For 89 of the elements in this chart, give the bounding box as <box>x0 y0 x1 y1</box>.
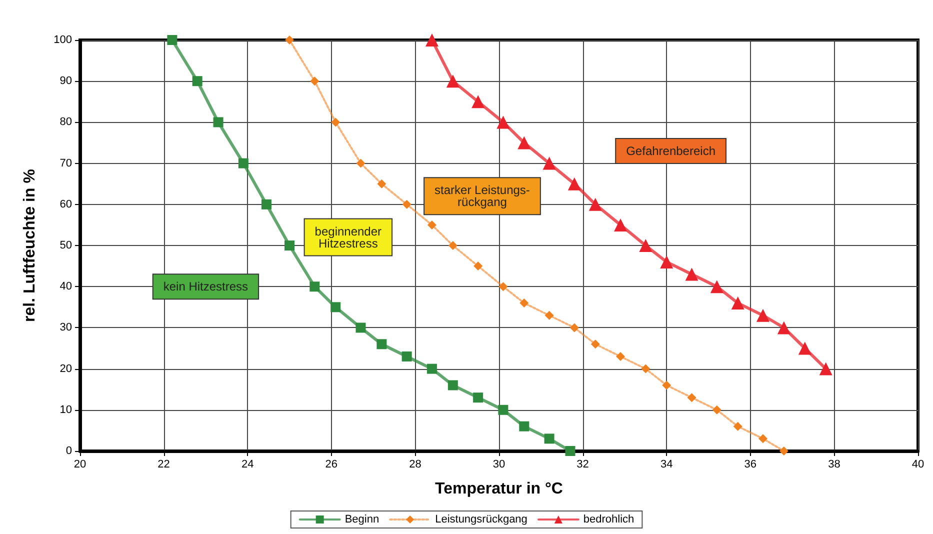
point <box>498 282 508 292</box>
point <box>167 35 178 45</box>
point <box>520 298 529 308</box>
point <box>758 434 768 444</box>
point <box>474 262 483 271</box>
point <box>731 296 744 310</box>
y-tick-label: 10 <box>60 404 72 416</box>
y-tick-label: 100 <box>54 34 72 46</box>
point <box>687 393 696 402</box>
point <box>448 380 458 390</box>
point <box>639 239 652 252</box>
point <box>614 218 628 232</box>
x-tick-label: 22 <box>158 458 170 470</box>
x-tick-label: 28 <box>409 458 422 470</box>
point <box>284 240 294 250</box>
x-tick-label: 40 <box>912 458 924 470</box>
point <box>565 446 576 456</box>
point <box>819 362 832 376</box>
x-tick-label: 24 <box>241 458 254 470</box>
point <box>544 434 554 444</box>
x-tick-label: 26 <box>325 458 338 470</box>
point <box>496 116 510 129</box>
y-tick-label: 40 <box>60 280 72 293</box>
point <box>285 36 294 44</box>
point <box>472 95 485 108</box>
point <box>427 220 436 230</box>
legend-label: Leistungsrückgang <box>435 514 528 526</box>
point <box>310 282 320 292</box>
point <box>446 74 460 88</box>
point <box>588 198 602 211</box>
point <box>498 404 508 415</box>
point <box>710 280 724 294</box>
point <box>448 241 458 250</box>
annotation: beginnender Hitzestress <box>314 224 382 250</box>
point <box>473 392 484 403</box>
point <box>425 34 438 46</box>
point <box>377 179 386 188</box>
point <box>402 351 412 362</box>
annotation: kein Hitzestress <box>163 280 248 294</box>
y-tick-label: 30 <box>60 322 72 334</box>
point <box>426 364 437 374</box>
point <box>519 421 530 432</box>
point <box>544 310 554 320</box>
point <box>616 352 626 361</box>
point <box>213 117 224 128</box>
point <box>733 422 742 431</box>
x-axis-title: Temperatur in °C <box>435 480 564 498</box>
point <box>402 200 412 209</box>
y-axis-title: rel. Luftfeuchte in % <box>22 169 38 322</box>
y-tick-label: 80 <box>60 116 72 128</box>
x-tick-label: 30 <box>492 458 506 470</box>
point <box>356 158 366 168</box>
point <box>570 323 579 332</box>
x-tick-label: 32 <box>576 458 589 470</box>
y-tick-label: 0 <box>66 445 72 457</box>
point <box>542 156 556 170</box>
point <box>685 268 698 281</box>
legend-label: bedrohlich <box>583 514 634 526</box>
point <box>376 339 387 350</box>
point <box>330 302 341 312</box>
x-tick-label: 36 <box>744 458 757 470</box>
annotation: starker Leistungs- rückgang <box>434 183 530 210</box>
legend-label: Beginn <box>344 514 380 526</box>
point <box>192 76 202 86</box>
point <box>798 342 812 355</box>
point <box>331 118 340 127</box>
y-tick-label: 20 <box>60 362 72 375</box>
point <box>238 158 248 168</box>
y-tick-label: 70 <box>60 157 72 170</box>
x-tick-label: 34 <box>660 458 673 470</box>
point <box>660 255 674 268</box>
y-tick-label: 60 <box>60 198 72 210</box>
point <box>568 177 581 190</box>
point <box>662 380 672 390</box>
point <box>310 76 320 86</box>
y-tick-label: 50 <box>60 240 72 252</box>
point <box>590 340 600 349</box>
point <box>261 199 272 210</box>
x-tick-label: 20 <box>74 458 86 470</box>
point <box>356 322 366 333</box>
x-tick-label: 38 <box>828 458 840 470</box>
point <box>712 405 722 414</box>
y-tick-label: 90 <box>60 75 72 88</box>
point <box>777 321 790 334</box>
point <box>779 446 788 456</box>
point <box>518 136 531 150</box>
point <box>641 364 650 374</box>
point <box>756 308 770 322</box>
annotation: Gefahrenbereich <box>626 144 716 158</box>
